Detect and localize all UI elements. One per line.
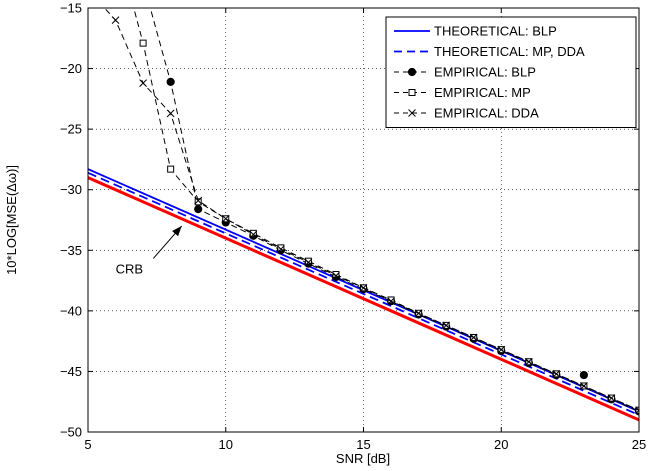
x-tick-label: 5 [84, 437, 91, 452]
marker-empirical-dda-stroke [552, 369, 561, 378]
marker-empirical-dda [469, 333, 478, 342]
y-tick-label: −35 [60, 243, 82, 258]
annotation-arrow-head [172, 226, 182, 237]
marker-empirical-dda [442, 321, 451, 330]
series-line-crb [88, 176, 639, 422]
marker-empirical-dda-stroke [166, 109, 175, 118]
marker-empirical-blp [579, 370, 589, 380]
marker-empirical-dda-stroke [524, 357, 533, 366]
legend-box [385, 16, 637, 128]
marker-empirical-mp [167, 165, 175, 173]
marker-empirical-dda [552, 369, 561, 378]
marker-empirical-dda-stroke [111, 16, 120, 24]
x-tick-label: 15 [356, 437, 370, 452]
marker-empirical-dda-stroke [635, 409, 639, 415]
marker-empirical-dda-stroke [194, 196, 203, 205]
x-tick-label: 20 [494, 437, 508, 452]
marker-empirical-mp [249, 229, 257, 237]
x-tick-label: 10 [219, 437, 233, 452]
marker-empirical-dda [359, 283, 368, 292]
annotation-label: CRB [116, 261, 143, 276]
legend-marker [407, 67, 417, 77]
marker-empirical-dda [249, 230, 258, 239]
legend-label: EMPIRICAL: DDA [434, 106, 539, 121]
y-tick-label: −45 [60, 364, 82, 379]
marker-empirical-dda [111, 16, 120, 24]
legend-marker [408, 109, 416, 117]
legend: THEORETICAL: BLP THEORETICAL: MP, DDA EMPI… [385, 16, 637, 128]
marker-empirical-dda-stroke [607, 394, 616, 402]
y-tick-label: −15 [60, 1, 82, 16]
series-line-theoretical-mp-dda [88, 171, 639, 416]
ticks: 5 10 15 20 25 −50 −45 −40 −35 −30 −25 −20 −15 [60, 1, 646, 453]
marker-empirical-dda-stroke [221, 214, 230, 223]
marker-empirical-dda-stroke [304, 258, 313, 267]
legend-label: EMPIRICAL: BLP [434, 65, 536, 80]
marker-empirical-dda-stroke [442, 321, 451, 330]
marker-empirical-dda-stroke [276, 245, 285, 253]
marker-empirical-mp [194, 198, 202, 206]
y-tick-label: −50 [60, 425, 82, 440]
legend-entry-empirical-mp: EMPIRICAL: MP [394, 85, 531, 100]
y-axis-title: 10*LOG[MSE(Δω)] [4, 165, 19, 275]
marker-empirical-dda [304, 258, 313, 267]
legend-entry-empirical-blp: EMPIRICAL: BLP [394, 65, 536, 80]
marker-empirical-mp [139, 39, 147, 47]
marker-empirical-dda [414, 309, 423, 318]
marker-empirical-blp [194, 204, 203, 214]
marker-empirical-dda-stroke [139, 79, 147, 87]
marker-empirical-mp [332, 271, 340, 279]
marker-empirical-dda-stroke [387, 297, 395, 306]
y-tick-label: −25 [60, 122, 82, 137]
marker-empirical-dda [221, 214, 230, 223]
marker-empirical-dda-stroke [359, 283, 368, 292]
marker-empirical-mp [635, 406, 639, 414]
marker-empirical-dda [276, 245, 285, 253]
marker-empirical-dda-stroke [249, 230, 258, 239]
marker-empirical-mp [277, 244, 285, 252]
legend-marker [408, 89, 416, 96]
x-axis-title: SNR [dB] [336, 451, 390, 466]
marker-empirical-dda [607, 394, 616, 402]
y-tick-label: −40 [60, 303, 82, 318]
marker-empirical-dda-stroke [469, 333, 478, 342]
marker-empirical-dda-stroke [414, 309, 423, 318]
legend-label: THEORETICAL: MP, DDA [434, 44, 585, 59]
marker-empirical-dda [139, 79, 147, 87]
marker-empirical-dda [497, 345, 506, 354]
marker-empirical-blp [166, 77, 175, 86]
series-layer [88, 8, 639, 422]
y-tick-label: −20 [60, 61, 82, 76]
legend-marker-stroke [408, 109, 416, 117]
marker-empirical-dda [387, 297, 395, 306]
x-tick-label: 25 [632, 437, 646, 452]
marker-empirical-dda-stroke [497, 345, 506, 354]
marker-empirical-dda [194, 196, 203, 205]
marker-empirical-dda-stroke [580, 382, 588, 390]
legend-label: THEORETICAL: BLP [434, 24, 557, 39]
marker-empirical-dda-stroke [635, 406, 639, 411]
legend-entry-theoretical-blp: THEORETICAL: BLP [394, 24, 557, 39]
y-tick-label: −30 [60, 182, 82, 197]
legend-entry-empirical-dda: EMPIRICAL: DDA [394, 106, 539, 121]
marker-empirical-dda [166, 109, 175, 118]
series-line-empirical-mp [133, 8, 639, 411]
marker-empirical-dda [580, 382, 588, 390]
marker-empirical-dda [524, 357, 533, 366]
marker-empirical-mp [304, 257, 312, 265]
legend-entry-theoretical-mp-dda: THEORETICAL: MP, DDA [394, 44, 585, 59]
annotations: CRB [116, 225, 183, 276]
marker-empirical-dda [332, 271, 340, 280]
marker-empirical-dda [635, 406, 639, 415]
legend-label: EMPIRICAL: MP [434, 85, 531, 100]
marker-empirical-dda-stroke [332, 271, 340, 280]
